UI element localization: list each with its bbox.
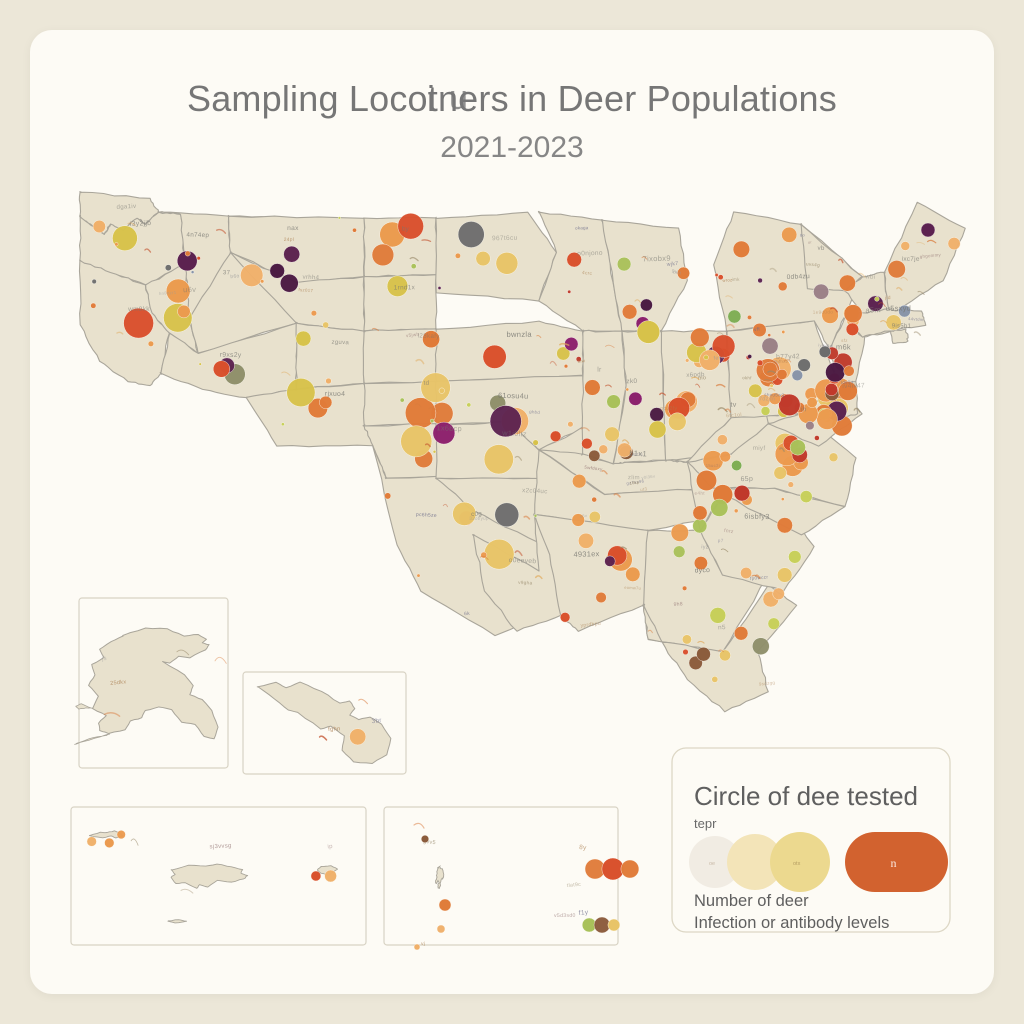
svg-text:vff: vff xyxy=(754,326,761,333)
svg-text:wjk7: wjk7 xyxy=(667,261,679,268)
svg-text:3br: 3br xyxy=(371,717,382,725)
svg-text:nax: nax xyxy=(287,225,299,232)
svg-text:4931ex: 4931ex xyxy=(573,549,599,559)
svg-text:oe: oe xyxy=(709,861,715,867)
svg-text:v9gha: v9gha xyxy=(518,580,533,586)
svg-text:8y: 8y xyxy=(579,844,587,852)
svg-text:b6o: b6o xyxy=(230,273,240,280)
svg-text:dyco: dyco xyxy=(695,567,711,574)
svg-text:4n74ep: 4n74ep xyxy=(186,232,209,240)
svg-text:sfz: sfz xyxy=(841,338,847,343)
svg-text:vb: vb xyxy=(817,245,825,252)
svg-text:7dzjfn: 7dzjfn xyxy=(759,396,775,402)
svg-text:65p: 65p xyxy=(741,476,754,483)
svg-text:wroz: wroz xyxy=(722,277,732,283)
svg-text:fenr: fenr xyxy=(714,355,725,361)
svg-text:by: by xyxy=(402,226,410,233)
svg-text:miyf: miyf xyxy=(753,445,766,452)
svg-text:n: n xyxy=(891,856,897,870)
svg-text:okaga: okaga xyxy=(575,225,589,230)
svg-text:6k: 6k xyxy=(464,611,471,617)
svg-text:Circle of dee tested: Circle of dee tested xyxy=(694,781,918,811)
svg-text:bwnzla: bwnzla xyxy=(506,330,532,339)
svg-text:wm9kk: wm9kk xyxy=(127,306,150,313)
svg-text:9h8: 9h8 xyxy=(673,601,683,608)
svg-text:e4ht: e4ht xyxy=(694,491,705,496)
svg-text:u6v: u6v xyxy=(580,513,588,519)
svg-text:6isbfy3: 6isbfy3 xyxy=(744,512,770,522)
svg-text:jld: jld xyxy=(884,295,891,301)
svg-text:v5d3sd0: v5d3sd0 xyxy=(554,913,576,919)
svg-text:zk0: zk0 xyxy=(626,378,637,385)
svg-text:a0f73: a0f73 xyxy=(632,451,644,457)
svg-text:967t6cu: 967t6cu xyxy=(492,235,518,243)
svg-text:9is5h1: 9is5h1 xyxy=(892,323,912,329)
svg-text:32obyup: 32obyup xyxy=(469,516,489,521)
svg-text:Number of deer: Number of deer xyxy=(694,892,809,910)
svg-text:js: js xyxy=(101,656,108,663)
svg-text:yprdbpu: yprdbpu xyxy=(580,621,601,629)
svg-text:15uc3i: 15uc3i xyxy=(706,463,720,468)
svg-text:61osu4u: 61osu4u xyxy=(498,391,529,401)
svg-text:td: td xyxy=(423,380,429,387)
svg-text:eomw7u: eomw7u xyxy=(624,585,641,591)
svg-text:w1i0ltz: w1i0ltz xyxy=(501,428,527,438)
svg-text:u6v: u6v xyxy=(183,285,196,294)
svg-text:ih: ih xyxy=(801,406,807,413)
svg-text:rjxuo4: rjxuo4 xyxy=(325,391,345,398)
svg-text:iyz: iyz xyxy=(701,544,709,550)
svg-text:l28kafy: l28kafy xyxy=(418,333,441,341)
svg-text:m6k: m6k xyxy=(836,342,851,351)
svg-text:iymr3nl: iymr3nl xyxy=(818,343,833,349)
svg-text:p7: p7 xyxy=(718,538,724,543)
svg-text:vj: vj xyxy=(421,941,425,947)
svg-text:9sdzgg: 9sdzgg xyxy=(759,680,776,687)
svg-text:lde0u: lde0u xyxy=(841,379,854,385)
svg-text:gcu2fy: gcu2fy xyxy=(660,406,678,412)
svg-text:o0njono: o0njono xyxy=(577,250,603,258)
svg-text:4crc: 4crc xyxy=(582,270,593,277)
svg-text:Infection or antibody levels: Infection or antibody levels xyxy=(694,914,889,932)
svg-text:n5: n5 xyxy=(718,624,726,631)
svg-text:imk: imk xyxy=(732,277,740,282)
svg-text:ip: ip xyxy=(327,843,333,850)
svg-text:x2c04uc: x2c04uc xyxy=(522,487,548,495)
svg-text:hlw: hlw xyxy=(577,358,586,364)
svg-text:tlat9c: tlat9c xyxy=(567,882,582,889)
svg-text:fghn: fghn xyxy=(328,726,341,733)
svg-text:u5sxyd: u5sxyd xyxy=(886,304,911,313)
svg-text:otx: otx xyxy=(793,861,801,867)
svg-text:ut3: ut3 xyxy=(640,486,648,492)
svg-text:24pl: 24pl xyxy=(284,237,295,243)
svg-text:1x6bcp: 1x6bcp xyxy=(436,423,462,433)
svg-text:tv: tv xyxy=(730,401,736,409)
svg-text:mo: mo xyxy=(698,375,707,382)
svg-text:6tc1ol: 6tc1ol xyxy=(726,412,742,419)
svg-text:pc6h5ze: pc6h5ze xyxy=(416,512,437,519)
svg-text:ghbd: ghbd xyxy=(529,409,541,415)
svg-text:a5m: a5m xyxy=(865,305,881,315)
svg-text:0bfhxb: 0bfhxb xyxy=(773,358,788,364)
svg-text:dga1iv: dga1iv xyxy=(116,203,137,211)
svg-text:tepr: tepr xyxy=(694,816,717,831)
svg-text:zguva: zguva xyxy=(331,340,349,347)
svg-text:sj3vvsg: sj3vvsg xyxy=(209,843,231,850)
svg-text:lr: lr xyxy=(597,367,602,374)
svg-text:wbi: wbi xyxy=(864,273,875,280)
svg-text:ixc7je: ixc7je xyxy=(902,256,920,263)
svg-text:1rnd1x: 1rnd1x xyxy=(394,284,416,291)
svg-text:0db4zu: 0db4zu xyxy=(786,273,810,281)
svg-text:o0eeveb: o0eeveb xyxy=(509,557,537,565)
svg-text:r9xs2y: r9xs2y xyxy=(220,352,242,359)
svg-text:1e9d0do: 1e9d0do xyxy=(813,309,834,314)
svg-text:okhf: okhf xyxy=(742,375,752,380)
svg-text:vrhh4: vrhh4 xyxy=(302,274,319,282)
svg-text:f1y: f1y xyxy=(578,909,589,917)
